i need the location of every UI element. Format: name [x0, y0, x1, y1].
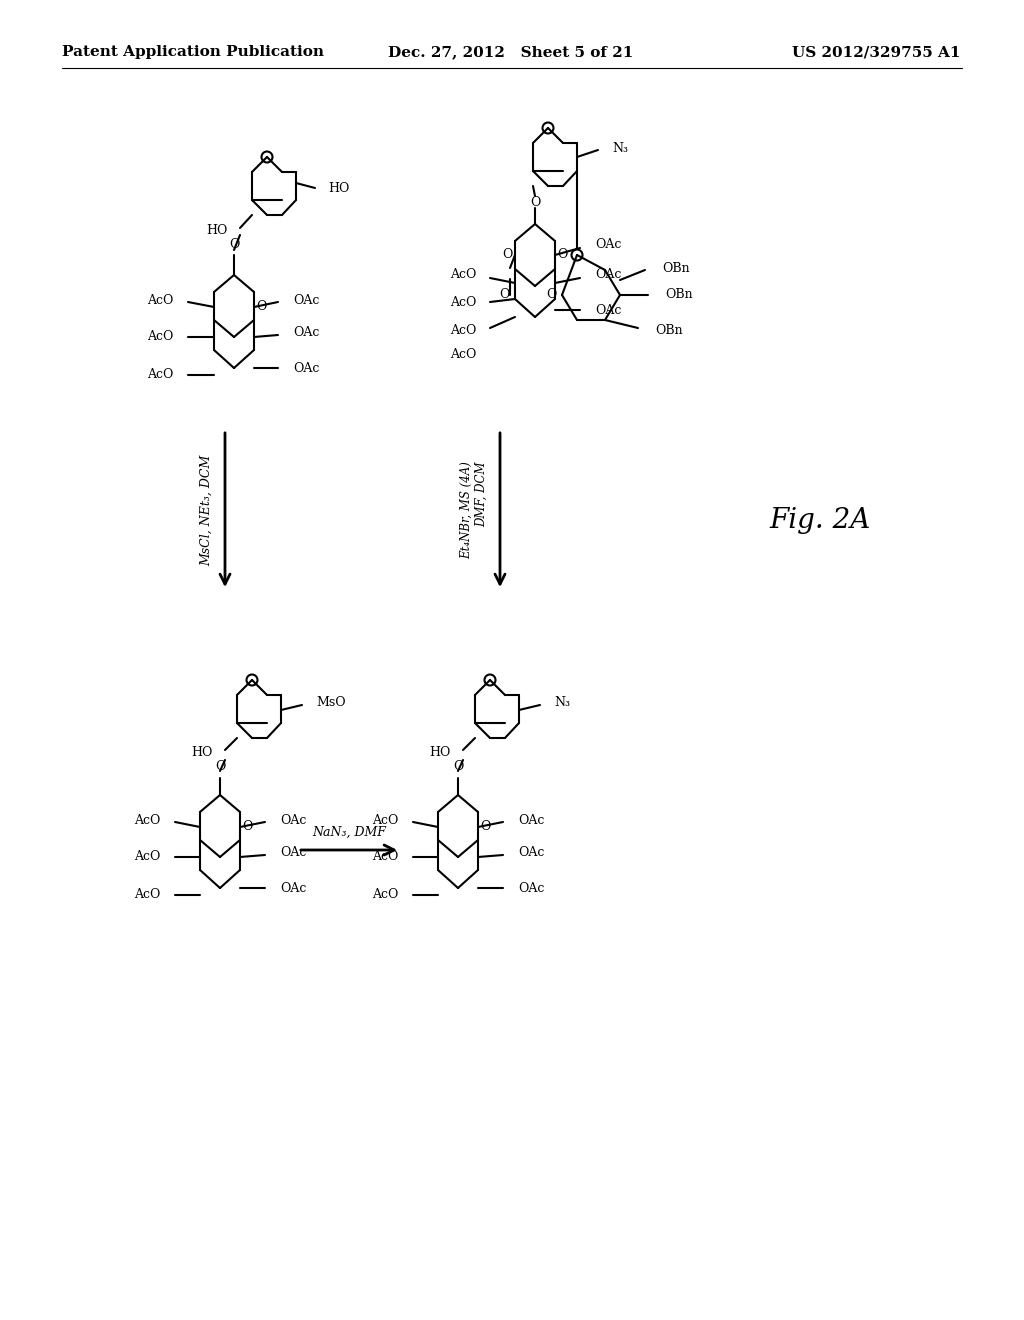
- Text: O: O: [215, 760, 225, 774]
- Text: Fig. 2A: Fig. 2A: [769, 507, 870, 533]
- Text: OBn: OBn: [655, 323, 683, 337]
- Text: AcO: AcO: [450, 348, 476, 362]
- Text: US 2012/329755 A1: US 2012/329755 A1: [792, 45, 961, 59]
- Text: NaN₃, DMF: NaN₃, DMF: [312, 825, 386, 838]
- Text: O: O: [453, 760, 463, 774]
- Text: HO: HO: [191, 746, 213, 759]
- Text: Dec. 27, 2012   Sheet 5 of 21: Dec. 27, 2012 Sheet 5 of 21: [388, 45, 634, 59]
- Text: OAc: OAc: [595, 304, 622, 317]
- Text: AcO: AcO: [133, 888, 160, 902]
- Text: O: O: [256, 301, 266, 314]
- Text: OAc: OAc: [280, 846, 306, 858]
- Circle shape: [261, 152, 272, 162]
- Text: AcO: AcO: [372, 813, 398, 826]
- Text: OAc: OAc: [293, 326, 319, 339]
- Text: AcO: AcO: [450, 296, 476, 309]
- Text: OAc: OAc: [293, 293, 319, 306]
- Text: AcO: AcO: [450, 268, 476, 281]
- Text: OAc: OAc: [518, 813, 545, 826]
- Text: N₃: N₃: [612, 141, 628, 154]
- Text: AcO: AcO: [133, 813, 160, 826]
- Text: HO: HO: [207, 223, 228, 236]
- Text: O: O: [500, 289, 510, 301]
- Text: O: O: [228, 239, 240, 252]
- Text: AcO: AcO: [450, 323, 476, 337]
- Text: Patent Application Publication: Patent Application Publication: [62, 45, 324, 59]
- Text: MsCl, NEt₃, DCM: MsCl, NEt₃, DCM: [200, 454, 213, 566]
- Text: OAc: OAc: [280, 882, 306, 895]
- Text: OAc: OAc: [595, 239, 622, 252]
- Text: AcO: AcO: [146, 330, 173, 343]
- Text: MsO: MsO: [316, 697, 346, 710]
- Text: OBn: OBn: [665, 289, 692, 301]
- Text: OAc: OAc: [293, 362, 319, 375]
- Text: O: O: [503, 248, 513, 261]
- Text: O: O: [242, 821, 252, 833]
- Circle shape: [543, 123, 554, 133]
- Text: AcO: AcO: [146, 368, 173, 381]
- Text: AcO: AcO: [133, 850, 160, 863]
- Text: OAc: OAc: [595, 268, 622, 281]
- Circle shape: [247, 675, 257, 685]
- Text: AcO: AcO: [372, 888, 398, 902]
- Circle shape: [484, 675, 496, 685]
- Text: AcO: AcO: [372, 850, 398, 863]
- Text: O: O: [547, 289, 557, 301]
- Text: OAc: OAc: [280, 813, 306, 826]
- Text: O: O: [480, 821, 490, 833]
- Text: N₃: N₃: [554, 697, 570, 710]
- Text: Et₄NBr, MS (4A)
DMF, DCM: Et₄NBr, MS (4A) DMF, DCM: [460, 461, 488, 558]
- Text: OBn: OBn: [662, 261, 689, 275]
- Text: OAc: OAc: [518, 846, 545, 858]
- Text: AcO: AcO: [146, 293, 173, 306]
- Text: HO: HO: [328, 181, 349, 194]
- Circle shape: [571, 249, 583, 260]
- Text: O: O: [557, 248, 567, 261]
- Text: HO: HO: [430, 746, 451, 759]
- Text: O: O: [529, 195, 541, 209]
- Text: OAc: OAc: [518, 882, 545, 895]
